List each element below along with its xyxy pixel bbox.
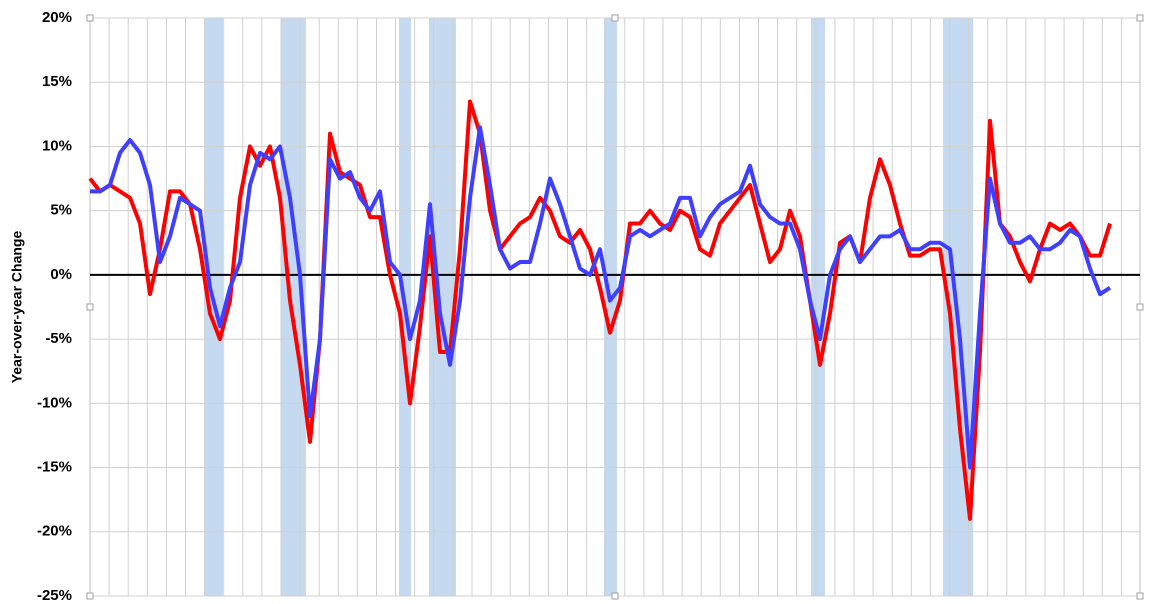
y-tick-label: -20% — [37, 523, 72, 540]
y-tick-label: -10% — [37, 394, 72, 411]
y-tick-label: 0% — [50, 266, 72, 283]
selection-handle — [1136, 303, 1144, 311]
series-line — [90, 125, 1112, 470]
y-tick-label: 15% — [42, 73, 72, 90]
shaded-range — [429, 18, 456, 596]
selection-handle — [86, 303, 94, 311]
y-tick-label: 10% — [42, 137, 72, 154]
selection-handle — [1136, 14, 1144, 22]
selection-handle — [86, 14, 94, 22]
selection-handle — [611, 592, 619, 600]
selection-handle — [86, 592, 94, 600]
selection-handle — [1136, 592, 1144, 600]
y-tick-label: -15% — [37, 459, 72, 476]
y-axis-label: Year-over-year Change — [9, 231, 25, 384]
series-line — [88, 99, 1112, 521]
y-tick-label: -25% — [37, 587, 72, 604]
selection-handle — [611, 14, 619, 22]
shaded-range — [604, 18, 617, 596]
y-tick-label: 20% — [42, 9, 72, 26]
y-tick-label: -5% — [45, 330, 72, 347]
shaded-range — [811, 18, 825, 596]
y-tick-label: 5% — [50, 202, 72, 219]
